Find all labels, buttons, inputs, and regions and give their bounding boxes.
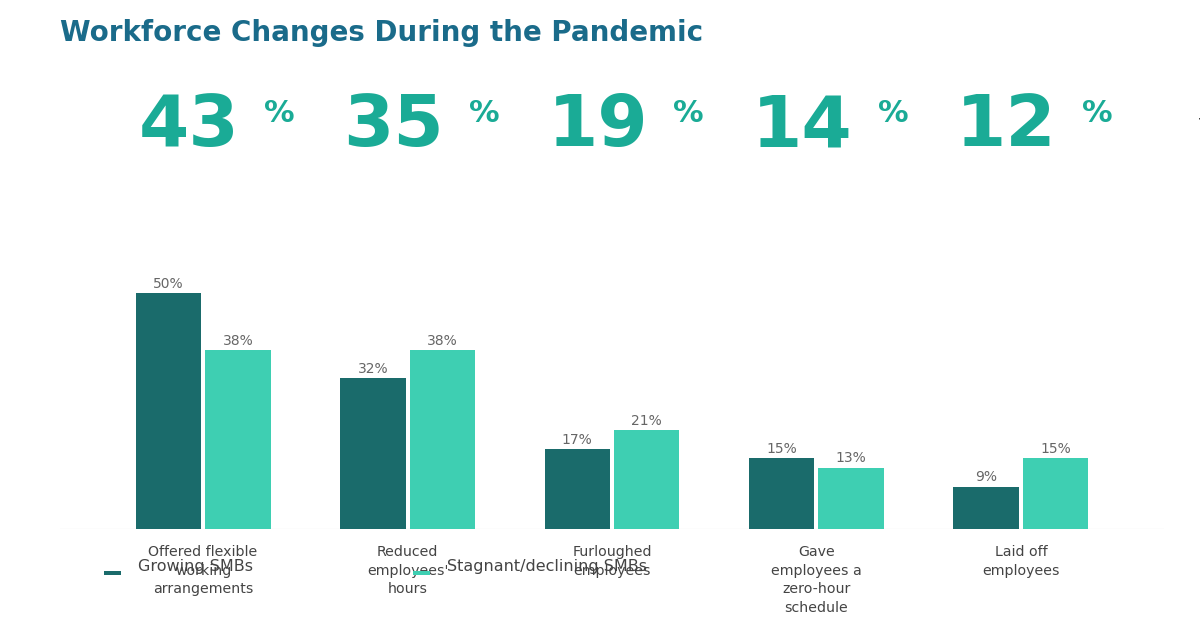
Text: 50%: 50% bbox=[154, 277, 184, 291]
Text: 38%: 38% bbox=[222, 333, 253, 348]
Text: 21%: 21% bbox=[631, 414, 662, 428]
Text: Workforce Changes During the Pandemic: Workforce Changes During the Pandemic bbox=[60, 19, 703, 47]
Bar bbox=[954, 486, 1019, 529]
Bar bbox=[545, 449, 610, 529]
Text: 15%: 15% bbox=[1040, 442, 1072, 456]
Bar bbox=[818, 467, 884, 529]
Text: %: % bbox=[877, 100, 908, 129]
Bar bbox=[614, 430, 679, 529]
Text: Offered flexible
working
arrangements: Offered flexible working arrangements bbox=[149, 546, 258, 596]
Text: 12: 12 bbox=[956, 92, 1057, 161]
Text: 43: 43 bbox=[138, 92, 239, 161]
Text: Laid off
employees: Laid off employees bbox=[982, 546, 1060, 578]
Text: 32%: 32% bbox=[358, 362, 388, 376]
Text: Reduced
employees'
hours: Reduced employees' hours bbox=[367, 546, 449, 596]
Text: 19: 19 bbox=[547, 92, 648, 161]
Text: 17%: 17% bbox=[562, 433, 593, 447]
Bar bbox=[1022, 458, 1088, 529]
Text: 35: 35 bbox=[343, 92, 444, 161]
Text: %: % bbox=[673, 100, 704, 129]
Text: 9%: 9% bbox=[976, 470, 997, 484]
Text: 38%: 38% bbox=[427, 333, 457, 348]
Bar bbox=[205, 350, 270, 529]
Text: Growing SMBs: Growing SMBs bbox=[138, 559, 253, 573]
Text: %: % bbox=[264, 100, 295, 129]
Bar bbox=[749, 458, 815, 529]
Bar bbox=[136, 294, 202, 529]
Text: Total: Total bbox=[1199, 117, 1200, 136]
Text: 14: 14 bbox=[751, 92, 852, 161]
Text: %: % bbox=[469, 100, 499, 129]
Text: 13%: 13% bbox=[836, 451, 866, 466]
Text: Furloughed
employees: Furloughed employees bbox=[572, 546, 652, 578]
Bar bbox=[413, 571, 431, 575]
Text: Stagnant/declining SMBs: Stagnant/declining SMBs bbox=[446, 559, 647, 573]
Text: 15%: 15% bbox=[767, 442, 797, 456]
Bar bbox=[104, 571, 121, 575]
Text: Gave
employees a
zero-hour
schedule: Gave employees a zero-hour schedule bbox=[772, 546, 862, 615]
Bar bbox=[340, 378, 406, 529]
Bar bbox=[409, 350, 475, 529]
Text: %: % bbox=[1082, 100, 1112, 129]
